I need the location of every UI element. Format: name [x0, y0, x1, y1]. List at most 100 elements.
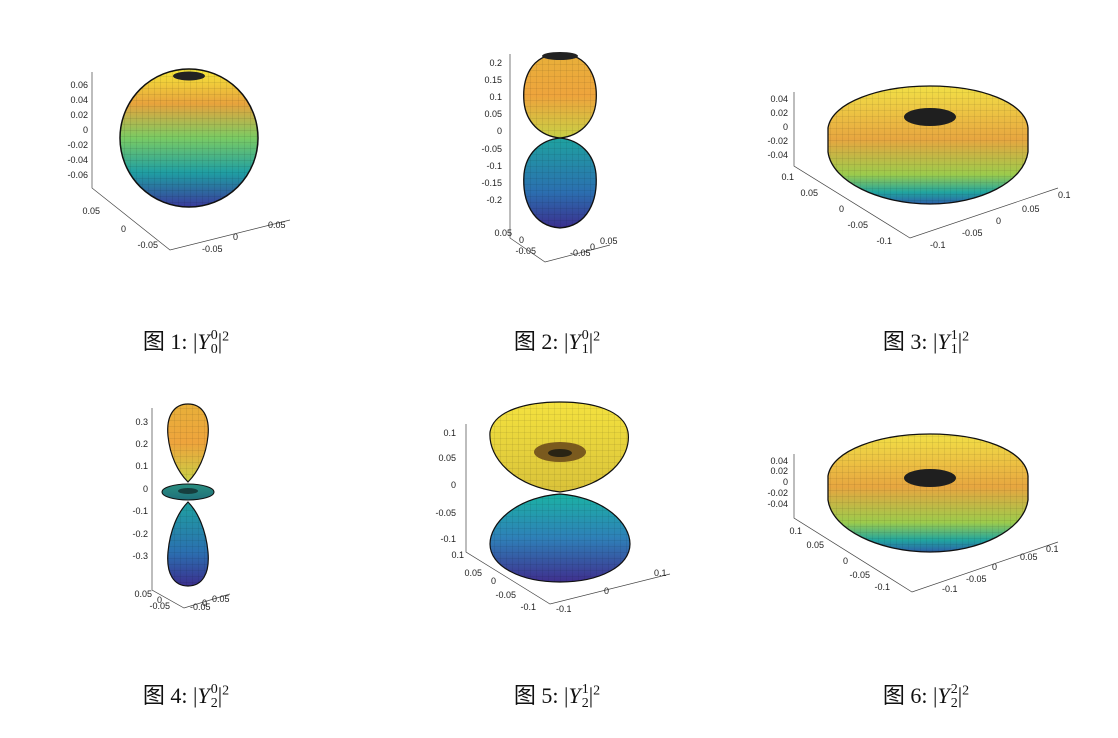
surface-sphere	[119, 68, 259, 208]
surface-torus-6	[827, 433, 1029, 553]
z-tick: -0.05	[481, 144, 502, 154]
caption-5: 图 5: |Y 1 2 |2	[513, 682, 601, 711]
y-tick: -0.05	[966, 574, 987, 584]
figure-5-plot: 0.1 0.05 0 -0.05 -0.1 0.1 0.05 0 -0.05 -…	[435, 401, 671, 614]
figure-4-plot: 0.3 0.2 0.1 0 -0.1 -0.2 -0.3 0.05 0 -0.0…	[132, 403, 231, 612]
x-tick: -0.1	[520, 602, 536, 612]
caption-label: 图 1:	[142, 329, 188, 354]
caption-1: 图 1: |Y 0 0 |2	[142, 328, 230, 357]
caption-label: 图 6:	[882, 683, 928, 708]
x-tick: -0.05	[137, 240, 158, 250]
figure-2-plot: 0.2 0.15 0.1 0.05 0 -0.05 -0.1 -0.15 -0.…	[481, 52, 618, 263]
x-ticks-3: 0.1 0.05 0 -0.05 -0.1	[781, 172, 892, 246]
y-tick: 0	[202, 598, 207, 608]
z-tick: 0.1	[489, 92, 502, 102]
caption-4: 图 4: |Y 0 2 |2	[142, 682, 230, 711]
x-ticks-6: 0.1 0.05 0 -0.05 -0.1	[789, 526, 890, 592]
z-tick: -0.3	[132, 551, 148, 561]
caption-m: 0	[581, 328, 589, 343]
z-tick: 0.04	[70, 95, 88, 105]
caption-m: 0	[210, 328, 218, 343]
z-tick: -0.15	[481, 178, 502, 188]
caption-label: 图 4:	[142, 683, 188, 708]
figure-5: 0.1 0.05 0 -0.05 -0.1 0.1 0.05 0 -0.05 -…	[410, 396, 700, 626]
z-ticks-4: 0.3 0.2 0.1 0 -0.1 -0.2 -0.3	[132, 417, 148, 561]
x-tick: -0.05	[495, 590, 516, 600]
caption-2: 图 2: |Y 0 1 |2	[513, 328, 601, 357]
y-tick: -0.1	[556, 604, 572, 614]
y-tick: 0.05	[268, 220, 286, 230]
y-tick: 0	[604, 586, 609, 596]
x-tick: -0.1	[874, 582, 890, 592]
y-tick: 0.1	[1058, 190, 1071, 200]
caption-3: 图 3: |Y 1 1 |2	[882, 328, 970, 357]
caption-m: 1	[950, 328, 958, 343]
z-tick: 0	[143, 484, 148, 494]
x-tick: 0.05	[806, 540, 824, 550]
surface-d-orbital	[161, 403, 215, 587]
figure-6-plot: 0.04 0.02 0 -0.02 -0.04 0.1 0.05 0 -0.05…	[767, 433, 1059, 594]
z-tick: 0	[83, 125, 88, 135]
x-tick: 0	[519, 235, 524, 245]
x-ticks-4: 0.05 0 -0.05	[134, 589, 170, 611]
z-ticks-5: 0.1 0.05 0 -0.05 -0.1	[435, 428, 456, 544]
z-tick: 0.02	[70, 110, 88, 120]
z-tick: -0.02	[67, 140, 88, 150]
caption-6: 图 6: |Y 2 2 |2	[882, 682, 970, 711]
caption-l: 2	[581, 696, 589, 711]
z-tick: -0.2	[486, 195, 502, 205]
y-tick: -0.05	[190, 602, 211, 612]
caption-m: 1	[581, 682, 589, 697]
caption-l: 2	[210, 696, 218, 711]
x-tick: 0	[491, 576, 496, 586]
z-tick: 0.05	[484, 109, 502, 119]
z-tick: 0.3	[135, 417, 148, 427]
x-ticks-2: 0.05 0 -0.05	[494, 228, 536, 256]
z-tick: -0.05	[435, 508, 456, 518]
z-tick: 0.02	[770, 466, 788, 476]
z-tick: -0.2	[132, 529, 148, 539]
y-ticks-5: -0.1 0 0.1	[556, 568, 667, 614]
z-tick: 0.1	[135, 461, 148, 471]
z-tick: -0.1	[132, 506, 148, 516]
z-tick: -0.02	[767, 136, 788, 146]
x-tick: 0	[121, 224, 126, 234]
z-tick: -0.04	[67, 155, 88, 165]
z-tick: -0.1	[440, 534, 456, 544]
figure-1: 0.06 0.04 0.02 0 -0.02 -0.04 -0.06 0.05 …	[40, 40, 340, 270]
caption-l: 1	[581, 342, 589, 357]
z-tick: 0.2	[489, 58, 502, 68]
figure-2: 0.2 0.15 0.1 0.05 0 -0.05 -0.1 -0.15 -0.…	[440, 40, 660, 270]
y-ticks-1: -0.05 0 0.05	[202, 220, 286, 254]
x-tick: 0.05	[134, 589, 152, 599]
axes-1	[91, 72, 291, 251]
z-tick: 0	[497, 126, 502, 136]
figure-6: 0.04 0.02 0 -0.02 -0.04 0.1 0.05 0 -0.05…	[740, 430, 1080, 610]
z-tick: 0	[451, 480, 456, 490]
y-tick: -0.05	[962, 228, 983, 238]
z-tick: 0.04	[770, 456, 788, 466]
surface-dumbbell	[523, 52, 597, 229]
z-tick: 0.02	[770, 108, 788, 118]
axes-2	[509, 54, 611, 263]
x-tick: 0.05	[800, 188, 818, 198]
y-tick: -0.1	[930, 240, 946, 250]
y-tick: 0.1	[1046, 544, 1059, 554]
z-tick: 0.06	[70, 80, 88, 90]
caption-m: 0	[210, 682, 218, 697]
figure-4: 0.3 0.2 0.1 0 -0.1 -0.2 -0.3 0.05 0 -0.0…	[90, 396, 270, 626]
z-ticks-6: 0.04 0.02 0 -0.02 -0.04	[767, 456, 788, 509]
z-tick: 0	[783, 477, 788, 487]
surface-lobes-5	[489, 401, 631, 583]
axes-6	[793, 454, 1059, 593]
y-tick: 0	[996, 216, 1001, 226]
y-ticks-2: -0.05 0 0.05	[570, 236, 618, 258]
z-tick: 0.05	[438, 453, 456, 463]
z-tick: -0.04	[767, 499, 788, 509]
z-tick: 0.15	[484, 75, 502, 85]
x-tick: 0.05	[464, 568, 482, 578]
x-tick: 0	[839, 204, 844, 214]
x-tick: -0.05	[847, 220, 868, 230]
x-tick: 0	[157, 595, 162, 605]
figure-1-plot: 0.06 0.04 0.02 0 -0.02 -0.04 -0.06 0.05 …	[67, 68, 291, 254]
